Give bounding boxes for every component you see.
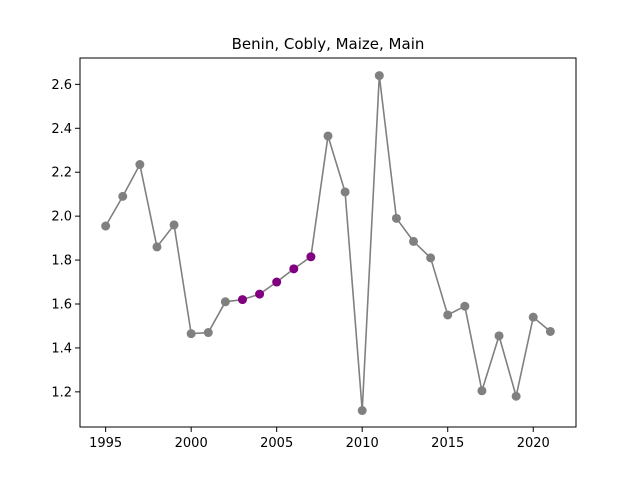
data-point (409, 236, 419, 246)
data-point (528, 312, 538, 322)
data-point (169, 220, 179, 230)
y-axis: 1.2 1.4 1.6 1.8 2.0 2.2 2.4 2.6 (51, 78, 80, 400)
data-point (203, 328, 213, 338)
x-tick-label: 2005 (260, 436, 293, 451)
data-point (426, 253, 436, 263)
x-tick-label: 2010 (346, 436, 379, 451)
data-point (391, 213, 401, 223)
axes-frame (79, 57, 577, 428)
data-point (340, 187, 350, 197)
data-point (186, 329, 196, 339)
x-tick-label: 1995 (89, 436, 122, 451)
x-tick-label: 2020 (517, 436, 550, 451)
y-tick-label: 1.2 (51, 385, 72, 400)
highlight-point (306, 252, 316, 262)
data-point (460, 301, 470, 311)
data-point (443, 310, 453, 320)
y-tick-label: 1.8 (51, 254, 72, 269)
x-axis: 1995 2000 2005 2010 2015 2020 (89, 427, 550, 451)
data-point (494, 331, 504, 341)
highlight-point (255, 289, 265, 299)
y-tick-label: 2.2 (51, 166, 72, 181)
chart-title: Benin, Cobly, Maize, Main (232, 35, 425, 53)
data-point (135, 160, 145, 170)
highlight-point (272, 277, 282, 287)
data-point (477, 386, 487, 396)
data-point (323, 131, 333, 141)
data-point (511, 391, 521, 401)
x-tick-label: 2000 (175, 436, 208, 451)
plot-area (101, 71, 555, 416)
y-tick-label: 2.4 (51, 122, 72, 137)
data-point (357, 406, 367, 416)
data-point (152, 242, 162, 252)
highlight-point (289, 264, 299, 274)
y-tick-label: 2.6 (51, 78, 72, 93)
y-tick-label: 2.0 (51, 210, 72, 225)
data-point (118, 191, 128, 201)
data-point (545, 326, 555, 336)
data-point (220, 297, 230, 307)
highlight-point (237, 295, 247, 305)
x-tick-label: 2015 (431, 436, 464, 451)
data-point (374, 71, 384, 81)
series-line (104, 75, 551, 411)
y-tick-label: 1.4 (51, 341, 72, 356)
data-point (101, 221, 111, 231)
y-tick-label: 1.6 (51, 298, 72, 313)
